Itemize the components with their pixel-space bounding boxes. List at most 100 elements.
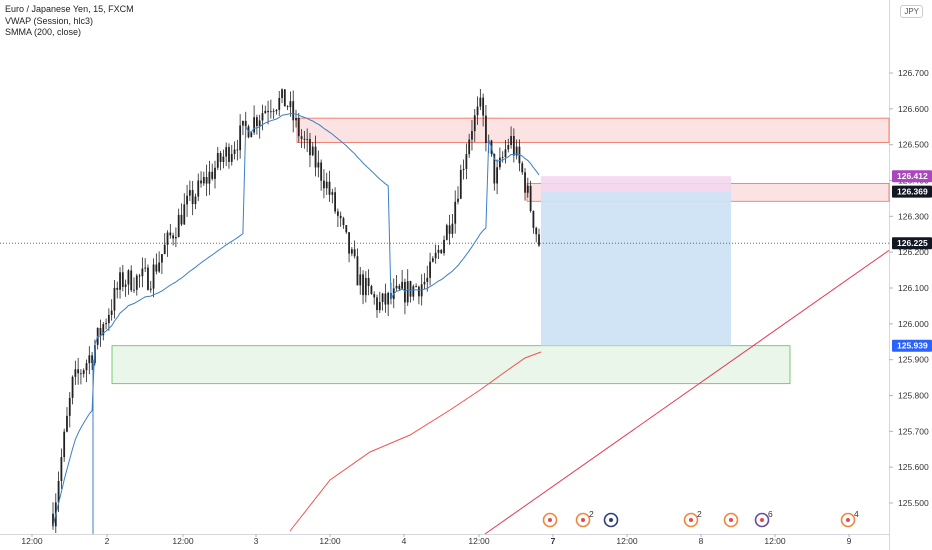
candle-body (130, 270, 133, 291)
candle-body (230, 153, 233, 162)
candle-body (510, 136, 512, 146)
price-marker-label: 126.412 (897, 171, 928, 181)
y-tick-label: 126.500 (898, 140, 929, 150)
candle-body (211, 171, 214, 179)
candle-body (267, 110, 269, 113)
candle-body (331, 192, 334, 195)
candle-body (219, 152, 222, 162)
candle-body (445, 225, 448, 240)
candle-body (166, 232, 169, 245)
candle-body (423, 281, 426, 285)
candle-body (440, 249, 443, 254)
candle-body (448, 225, 451, 234)
calendar-event-count: 4 (854, 509, 859, 519)
candle-body (378, 302, 381, 311)
x-tick-label: 12:00 (616, 536, 638, 546)
candle-body (364, 277, 367, 296)
candle-body (336, 211, 339, 216)
candle-body (225, 147, 228, 157)
candle-body (496, 167, 499, 184)
price-marker-entry (892, 185, 932, 198)
candle-body (121, 272, 124, 287)
candle-body (426, 277, 429, 282)
candle-body (367, 277, 370, 287)
candle-body (376, 297, 378, 311)
candle-body (420, 284, 423, 297)
candle-body (429, 261, 431, 278)
position-target-area (541, 191, 731, 346)
candle-body (80, 373, 82, 375)
candle-body (507, 145, 510, 150)
candle-body (113, 287, 116, 311)
candle-body (222, 156, 225, 162)
price-marker-stop (892, 170, 932, 183)
price-marker-target (892, 339, 932, 352)
candle-body (258, 120, 261, 127)
candle-body (350, 249, 353, 254)
candle-body (512, 136, 515, 156)
candle-body (161, 254, 163, 263)
candle-body (431, 258, 434, 262)
candle-body (242, 120, 244, 126)
candle-body (85, 363, 88, 371)
candle-body (149, 288, 152, 290)
candle-body (250, 132, 253, 138)
candle-body (197, 180, 200, 197)
candle-body (404, 281, 406, 303)
candle-body (214, 167, 216, 179)
candle-body (359, 274, 362, 286)
candle-body (169, 232, 172, 236)
candle-body (415, 286, 418, 287)
candle-body (236, 149, 239, 151)
vwap-line (52, 112, 540, 527)
candle-body (443, 239, 445, 254)
candle-body (412, 286, 415, 297)
candle-body (295, 118, 297, 121)
calendar-event-dot (729, 518, 733, 522)
candle-body (208, 171, 211, 184)
candle-body (99, 327, 102, 336)
y-tick-label: 126.000 (898, 319, 929, 329)
price-marker-label: 126.225 (897, 238, 928, 248)
candle-body (325, 181, 328, 189)
y-tick-label: 126.300 (898, 211, 929, 221)
candle-body (52, 513, 54, 527)
candle-body (275, 109, 278, 112)
candle-body (255, 117, 258, 127)
candle-body (482, 97, 485, 116)
zone-support (111, 345, 791, 385)
candle-body (158, 262, 161, 272)
candle-body (437, 249, 440, 253)
y-tick-label: 125.800 (898, 391, 929, 401)
candle-body (88, 355, 91, 364)
y-tick-label: 126.600 (898, 104, 929, 114)
candle-body (297, 118, 300, 137)
candle-body (105, 323, 107, 325)
candle-body (71, 376, 74, 398)
candle-body (468, 139, 471, 155)
candle-body (155, 264, 158, 272)
candle-body (535, 227, 538, 235)
candle-body (202, 177, 205, 184)
candle-body (124, 284, 127, 287)
candle-body (306, 139, 309, 140)
candle-body (57, 480, 60, 503)
candle-body (228, 147, 230, 162)
candle-body (269, 111, 272, 113)
candle-body (384, 293, 387, 305)
candle-body (395, 285, 398, 289)
currency-badge[interactable]: JPY (900, 5, 923, 18)
candle-body (451, 223, 454, 234)
calendar-event-dot (689, 518, 693, 522)
candle-body (281, 89, 283, 98)
x-tick-label: 12:00 (764, 536, 786, 546)
candle-body (135, 275, 138, 290)
candle-body (200, 180, 202, 184)
candle-body (476, 106, 479, 116)
candle-body (454, 201, 457, 224)
candle-body (538, 234, 540, 246)
candle-body (353, 249, 356, 257)
candle-body (323, 180, 325, 189)
